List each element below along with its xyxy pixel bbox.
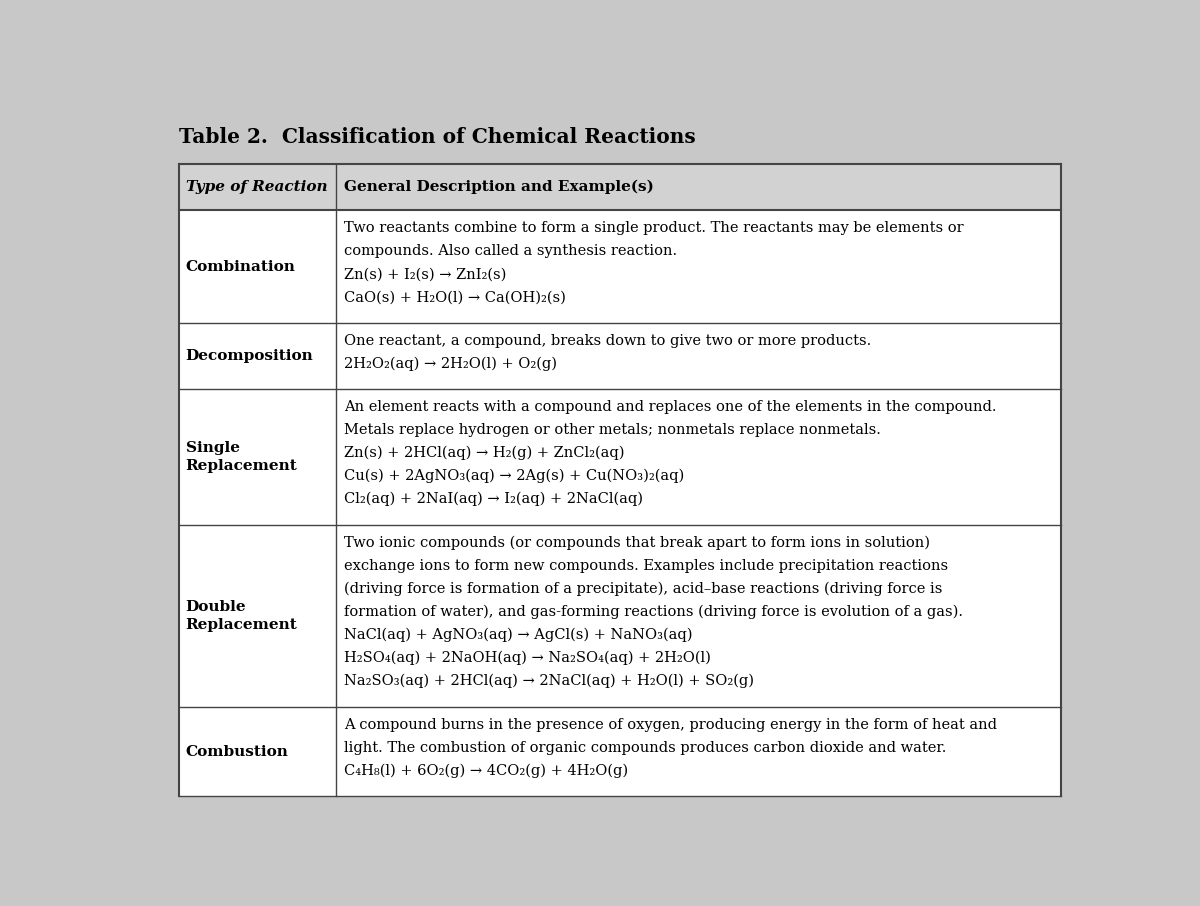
Text: Two ionic compounds (or compounds that break apart to form ions in solution): Two ionic compounds (or compounds that b… [343, 535, 930, 550]
Text: Zn(s) + I₂(s) → ZnI₂(s): Zn(s) + I₂(s) → ZnI₂(s) [343, 267, 506, 281]
Text: CaO(s) + H₂O(l) → Ca(OH)₂(s): CaO(s) + H₂O(l) → Ca(OH)₂(s) [343, 290, 565, 304]
Text: C₄H₈(l) + 6O₂(g) → 4CO₂(g) + 4H₂O(g): C₄H₈(l) + 6O₂(g) → 4CO₂(g) + 4H₂O(g) [343, 764, 628, 778]
Text: light. The combustion of organic compounds produces carbon dioxide and water.: light. The combustion of organic compoun… [343, 741, 946, 755]
Text: Na₂SO₃(aq) + 2HCl(aq) → 2NaCl(aq) + H₂O(l) + SO₂(g): Na₂SO₃(aq) + 2HCl(aq) → 2NaCl(aq) + H₂O(… [343, 674, 754, 688]
Text: Type of Reaction: Type of Reaction [186, 180, 328, 194]
Text: Double
Replacement: Double Replacement [186, 600, 298, 631]
Text: Zn(s) + 2HCl(aq) → H₂(g) + ZnCl₂(aq): Zn(s) + 2HCl(aq) → H₂(g) + ZnCl₂(aq) [343, 446, 624, 460]
Text: Two reactants combine to form a single product. The reactants may be elements or: Two reactants combine to form a single p… [343, 221, 964, 236]
Text: (driving force is formation of a precipitate), acid–base reactions (driving forc: (driving force is formation of a precipi… [343, 582, 942, 596]
Text: NaCl(aq) + AgNO₃(aq) → AgCl(s) + NaNO₃(aq): NaCl(aq) + AgNO₃(aq) → AgCl(s) + NaNO₃(a… [343, 628, 692, 642]
Text: exchange ions to form new compounds. Examples include precipitation reactions: exchange ions to form new compounds. Exa… [343, 559, 948, 573]
Text: Decomposition: Decomposition [186, 349, 313, 363]
Bar [180, 164, 1061, 210]
Text: A compound burns in the presence of oxygen, producing energy in the form of heat: A compound burns in the presence of oxyg… [343, 718, 997, 732]
Text: An element reacts with a compound and replaces one of the elements in the compou: An element reacts with a compound and re… [343, 400, 996, 414]
Text: One reactant, a compound, breaks down to give two or more products.: One reactant, a compound, breaks down to… [343, 333, 871, 348]
Text: H₂SO₄(aq) + 2NaOH(aq) → Na₂SO₄(aq) + 2H₂O(l): H₂SO₄(aq) + 2NaOH(aq) → Na₂SO₄(aq) + 2H₂… [343, 651, 710, 665]
Text: General Description and Example(s): General Description and Example(s) [343, 180, 654, 195]
Text: Single
Replacement: Single Replacement [186, 441, 298, 473]
Text: Table 2.  Classification of Chemical Reactions: Table 2. Classification of Chemical Reac… [180, 127, 696, 147]
Text: Cl₂(aq) + 2NaI(aq) → I₂(aq) + 2NaCl(aq): Cl₂(aq) + 2NaI(aq) → I₂(aq) + 2NaCl(aq) [343, 492, 643, 506]
Text: formation of water), and gas-forming reactions (driving force is evolution of a : formation of water), and gas-forming rea… [343, 604, 962, 619]
Text: Cu(s) + 2AgNO₃(aq) → 2Ag(s) + Cu(NO₃)₂(aq): Cu(s) + 2AgNO₃(aq) → 2Ag(s) + Cu(NO₃)₂(a… [343, 469, 684, 484]
Text: compounds. Also called a synthesis reaction.: compounds. Also called a synthesis react… [343, 245, 677, 258]
Text: Combination: Combination [186, 260, 295, 274]
Text: 2H₂O₂(aq) → 2H₂O(l) + O₂(g): 2H₂O₂(aq) → 2H₂O(l) + O₂(g) [343, 357, 557, 371]
Text: Combustion: Combustion [186, 745, 288, 758]
Text: Metals replace hydrogen or other metals; nonmetals replace nonmetals.: Metals replace hydrogen or other metals;… [343, 423, 881, 437]
